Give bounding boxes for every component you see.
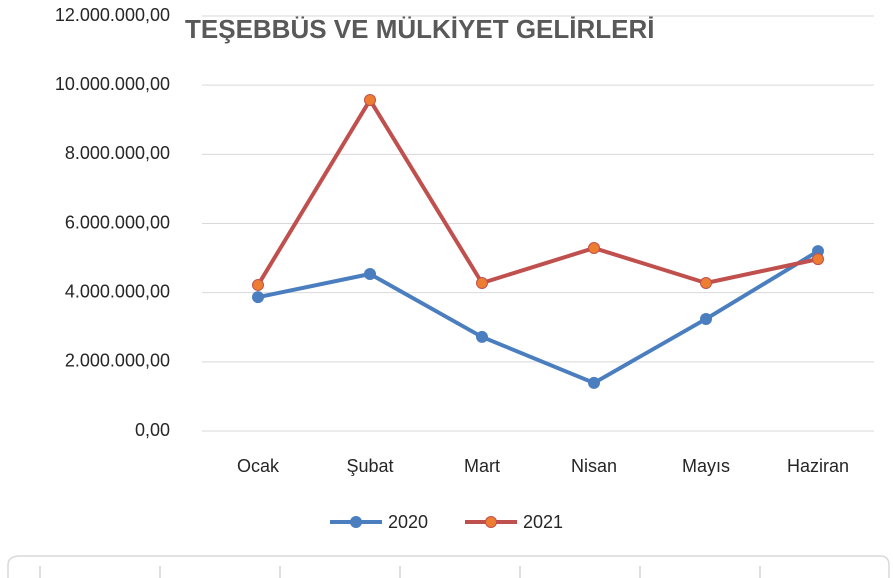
y-tick-label: 4.000.000,00	[65, 281, 170, 301]
legend-marker	[350, 516, 362, 528]
x-tick-label: Mart	[464, 456, 500, 476]
x-tick-label: Haziran	[787, 456, 849, 476]
y-tick-label: 6.000.000,00	[65, 212, 170, 232]
legend-label: 2021	[523, 512, 563, 532]
series-line	[256, 98, 820, 288]
point-marker	[700, 312, 712, 325]
y-tick-label: 2.000.000,00	[65, 351, 170, 371]
y-tick-label: 12.000.000,00	[55, 5, 170, 25]
point-marker	[700, 276, 712, 289]
x-tick-label: Şubat	[346, 456, 393, 476]
series-line	[256, 249, 820, 385]
frame-ticks	[39, 566, 761, 578]
x-tick-label: Nisan	[571, 456, 617, 476]
legend-marker	[485, 516, 497, 528]
point-marker	[252, 279, 264, 292]
point-marker	[588, 376, 600, 389]
frame	[7, 555, 890, 578]
point-marker	[476, 330, 488, 343]
point-marker	[812, 253, 824, 266]
chart-title: TEŞEBBÜS VE MÜLKİYET GELİRLERİ	[185, 14, 655, 44]
point-marker	[588, 242, 600, 255]
x-tick-label: Ocak	[237, 456, 280, 476]
y-tick-label: 10.000.000,00	[55, 74, 170, 94]
y-tick-label: 0,00	[135, 420, 170, 440]
y-tick-label: 8.000.000,00	[65, 143, 170, 163]
point-marker	[252, 291, 264, 304]
legend-label: 2020	[388, 512, 428, 532]
point-marker	[364, 94, 376, 107]
x-tick-label: Mayıs	[682, 456, 730, 476]
point-marker	[476, 276, 488, 289]
point-marker	[364, 267, 376, 280]
